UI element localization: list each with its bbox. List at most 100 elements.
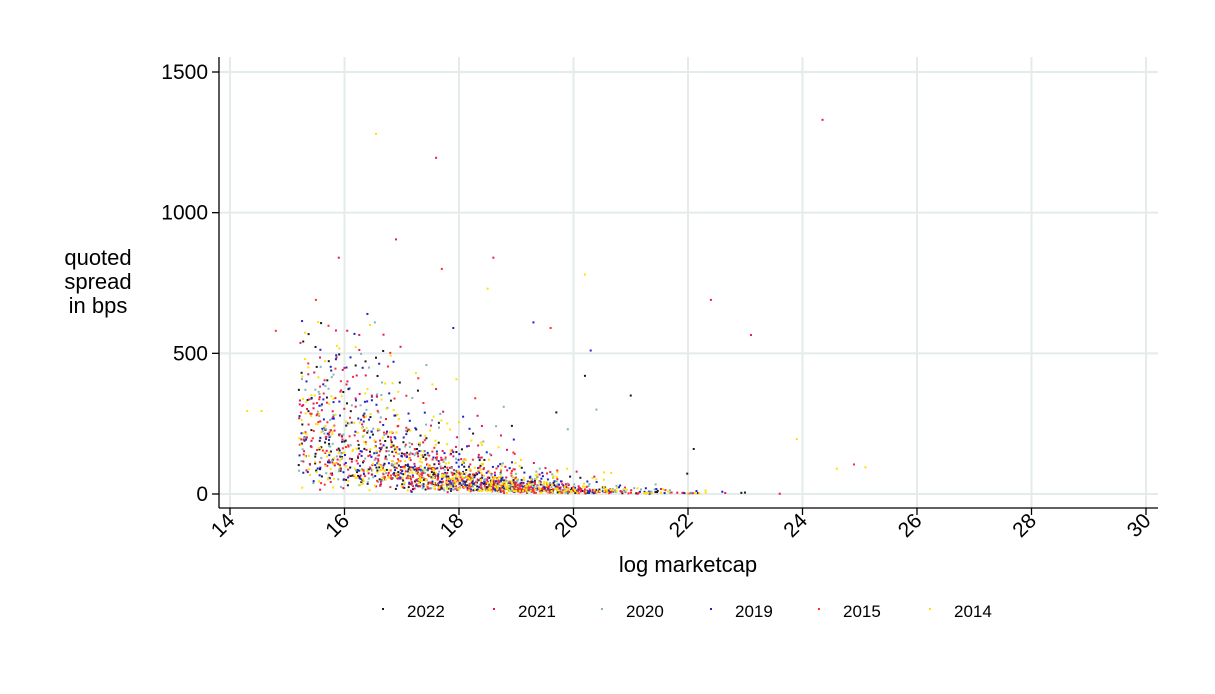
- data-point: [501, 476, 504, 479]
- data-point: [369, 466, 372, 469]
- data-point: [325, 428, 328, 431]
- data-point: [340, 452, 343, 455]
- data-point: [440, 477, 443, 480]
- data-point: [517, 490, 520, 493]
- data-point: [441, 473, 444, 476]
- data-point: [409, 489, 412, 492]
- data-point: [505, 491, 508, 494]
- data-point: [319, 348, 322, 351]
- data-point: [304, 412, 307, 415]
- data-point: [342, 471, 345, 474]
- data-point: [490, 481, 493, 484]
- legend-marker-2020: [601, 608, 603, 610]
- x-tick-label: 22: [665, 509, 698, 542]
- data-point: [630, 489, 633, 492]
- data-point: [460, 483, 463, 486]
- data-point: [385, 468, 388, 471]
- data-point: [413, 487, 416, 490]
- data-point: [402, 441, 405, 444]
- data-point: [520, 478, 523, 481]
- data-point: [633, 487, 636, 490]
- data-point: [402, 479, 405, 482]
- data-point: [536, 476, 539, 479]
- data-point: [467, 474, 470, 477]
- data-point: [448, 482, 451, 485]
- data-point: [358, 469, 361, 472]
- y-tick-label: 1000: [161, 202, 208, 225]
- data-point: [338, 347, 341, 350]
- data-point: [659, 487, 662, 490]
- data-point: [357, 417, 360, 420]
- data-point: [274, 329, 277, 332]
- data-point: [566, 482, 569, 485]
- data-point: [510, 490, 513, 493]
- data-point: [317, 421, 320, 424]
- data-point: [479, 464, 482, 467]
- data-point: [310, 414, 313, 417]
- data-point: [384, 440, 387, 443]
- data-point: [427, 475, 430, 478]
- data-point: [433, 485, 436, 488]
- data-point: [363, 475, 366, 478]
- data-point: [338, 464, 341, 467]
- legend-marker-2014: [929, 608, 931, 610]
- data-point: [341, 440, 344, 443]
- data-point: [603, 490, 606, 493]
- data-point: [431, 450, 434, 453]
- data-point: [474, 474, 477, 477]
- data-point: [404, 429, 407, 432]
- data-point: [433, 446, 436, 449]
- data-point: [344, 461, 347, 464]
- data-point: [359, 404, 362, 407]
- data-point: [483, 467, 486, 470]
- data-point: [500, 464, 503, 467]
- data-point: [526, 490, 529, 493]
- data-point: [526, 483, 529, 486]
- data-point: [312, 482, 315, 485]
- data-point: [375, 450, 378, 453]
- data-point: [428, 465, 431, 468]
- data-point: [393, 414, 396, 417]
- data-point: [335, 356, 338, 359]
- data-point: [689, 491, 692, 494]
- legend-label-2022: 2022: [407, 602, 445, 621]
- data-point: [374, 440, 377, 443]
- data-point: [320, 482, 323, 485]
- data-point: [319, 447, 322, 450]
- x-tick-label: 28: [1008, 509, 1041, 542]
- data-point: [360, 352, 363, 355]
- data-point: [475, 482, 478, 485]
- data-point: [301, 375, 304, 378]
- data-point: [455, 485, 458, 488]
- data-point: [303, 432, 306, 435]
- data-point: [441, 449, 444, 452]
- data-point: [318, 439, 321, 442]
- data-point: [522, 485, 525, 488]
- data-point: [431, 483, 434, 486]
- data-point: [377, 480, 380, 483]
- data-point: [417, 377, 420, 380]
- data-point: [443, 475, 446, 478]
- data-point: [595, 408, 598, 411]
- data-point: [533, 478, 536, 481]
- data-point: [427, 467, 430, 470]
- data-point: [427, 481, 430, 484]
- data-point: [385, 432, 388, 435]
- data-point: [349, 466, 352, 469]
- data-point: [384, 457, 387, 460]
- data-point: [489, 453, 492, 456]
- data-point: [433, 463, 436, 466]
- data-point: [313, 394, 316, 397]
- data-point: [623, 486, 626, 489]
- data-point: [382, 333, 385, 336]
- data-point: [430, 487, 433, 490]
- data-point: [709, 298, 712, 301]
- data-point: [592, 492, 595, 495]
- data-point: [303, 331, 306, 334]
- data-point: [404, 445, 407, 448]
- data-point: [556, 471, 559, 474]
- data-point: [322, 383, 325, 386]
- data-point: [492, 256, 495, 259]
- data-point: [532, 484, 535, 487]
- data-point: [546, 472, 549, 475]
